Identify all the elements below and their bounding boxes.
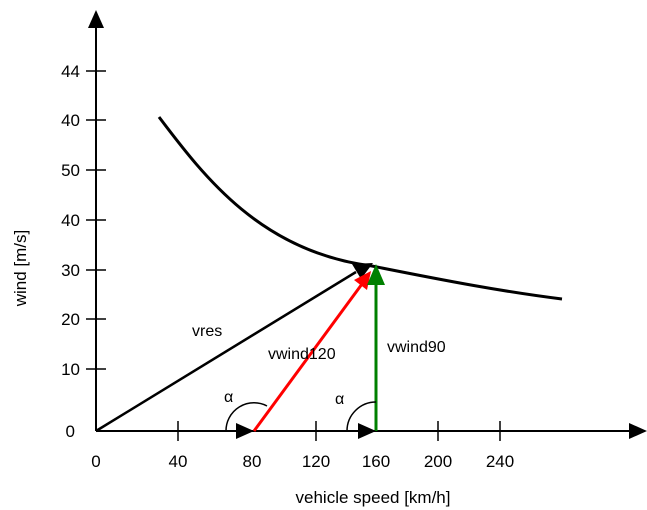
x-tick-label: 240	[486, 452, 514, 471]
y-tick-label: 10	[61, 360, 80, 379]
x-tick-label: 80	[243, 452, 262, 471]
x-axis-marker-160	[358, 423, 376, 439]
x-axis-marker-80	[236, 423, 254, 439]
angle-arc-left	[225, 402, 268, 432]
y-tick-label: 50	[61, 161, 80, 180]
angle-alpha-left: α	[224, 389, 233, 406]
x-tick-label: 200	[424, 452, 452, 471]
vwind90-label: vwind90	[387, 339, 446, 356]
y-tick-label: 40	[61, 111, 80, 130]
vres-arrowhead	[352, 263, 373, 279]
y-tick-label: 44	[61, 62, 80, 81]
vwind120-arrowhead	[354, 271, 371, 290]
x-tick-label: 0	[91, 452, 100, 471]
x-axis-title: vehicle speed [km/h]	[296, 488, 451, 507]
vwind90-arrowhead	[367, 264, 385, 285]
x-tick-label: 40	[169, 452, 188, 471]
y-tick-marks	[86, 70, 106, 370]
y-axis-title: wind [m/s]	[11, 230, 30, 308]
vres-vector	[95, 270, 357, 433]
angle-arc-right	[346, 401, 377, 432]
vwind120-label: vwind120	[268, 346, 336, 363]
x-tick-label: 120	[302, 452, 330, 471]
vres-label: vres	[192, 323, 222, 340]
y-tick-label: 0	[66, 422, 75, 441]
x-axis-arrowhead	[629, 423, 647, 439]
x-tick-label: 160	[362, 452, 390, 471]
x-tick-marks	[177, 421, 501, 441]
y-tick-label: 30	[61, 261, 80, 280]
y-axis-arrowhead	[88, 10, 104, 28]
y-tick-label: 20	[61, 310, 80, 329]
angle-alpha-right: α	[335, 391, 344, 408]
vwind120-vector	[252, 283, 364, 432]
y-tick-label: 40	[61, 211, 80, 230]
